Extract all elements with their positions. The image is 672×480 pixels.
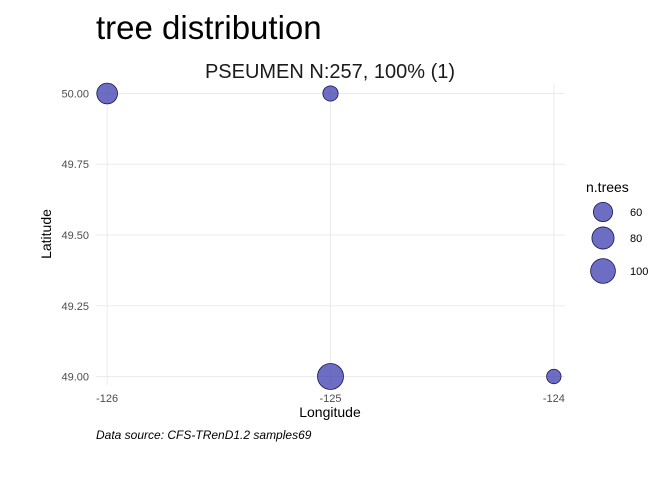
- legend: n.trees 60 80 100: [586, 179, 648, 284]
- chart-caption: Data source: CFS-TRenD1.2 samples69: [96, 428, 312, 442]
- data-point-0: [96, 82, 118, 105]
- data-point-3: [546, 368, 562, 385]
- y-axis-tick-labels: 49.00 49.25 49.50 49.75 50.00: [61, 88, 89, 383]
- chart-subtitle: PSEUMEN N:257, 100% (1): [205, 61, 455, 83]
- y-tick-label: 49.75: [61, 159, 89, 171]
- chart-title: tree distribution: [96, 9, 322, 46]
- x-axis-title: Longitude: [299, 404, 361, 420]
- legend-label: 80: [630, 233, 642, 245]
- legend-key-1: [591, 226, 615, 250]
- y-tick-label: 49.00: [61, 372, 89, 384]
- y-tick-label: 49.25: [61, 301, 89, 313]
- x-tick-label: -124: [543, 393, 565, 405]
- x-axis-tick-labels: -126 -125 -124: [96, 393, 565, 405]
- y-axis-title: Latitude: [38, 209, 54, 259]
- x-tick-label: -125: [319, 393, 341, 405]
- y-tick-label: 50.00: [61, 88, 89, 100]
- grid-lines: [96, 85, 565, 385]
- legend-title: n.trees: [586, 179, 629, 195]
- data-points: [96, 82, 562, 390]
- legend-label: 60: [630, 207, 642, 219]
- legend-key-0: [592, 201, 614, 223]
- legend-key-2: [590, 258, 616, 284]
- data-point-1: [322, 85, 339, 102]
- data-point-2: [317, 363, 344, 390]
- y-tick-label: 49.50: [61, 230, 89, 242]
- x-tick-label: -126: [96, 393, 118, 405]
- legend-label: 100: [630, 266, 648, 278]
